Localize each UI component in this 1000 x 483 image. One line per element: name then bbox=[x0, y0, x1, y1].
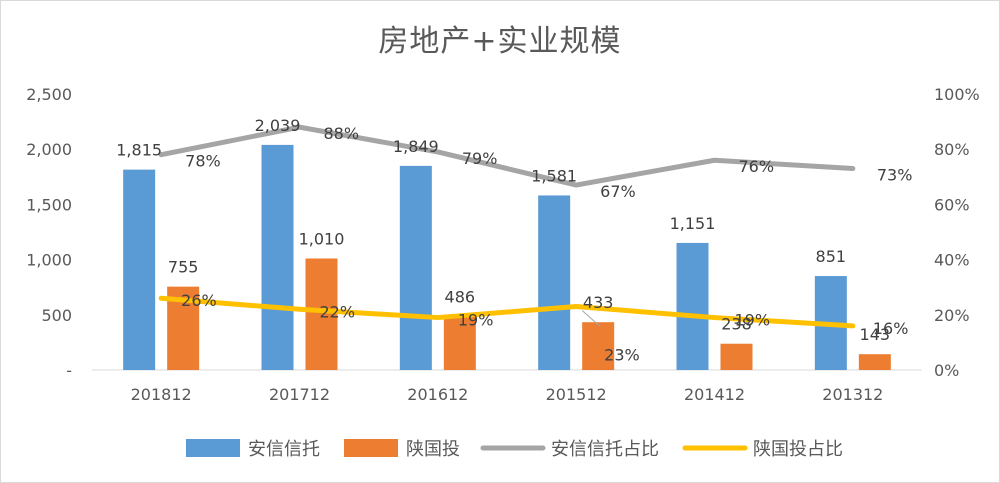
bar-label-shaanxi: 143 bbox=[860, 325, 891, 344]
bar-shaanxi bbox=[582, 322, 615, 370]
line-label-shaanxi-ratio: 23% bbox=[604, 346, 640, 365]
bar-anxin bbox=[538, 195, 571, 370]
legend-label: 陕国投 bbox=[406, 439, 460, 460]
y-left-tick-label: 1,500 bbox=[26, 195, 72, 214]
chart-title: 房地产+实业规模 bbox=[378, 24, 622, 59]
bar-label-anxin: 1,849 bbox=[393, 137, 439, 156]
line-label-shaanxi-ratio: 26% bbox=[181, 291, 217, 310]
line-label-shaanxi-ratio: 19% bbox=[735, 311, 771, 330]
x-tick-label: 201512 bbox=[546, 385, 607, 404]
bar-anxin bbox=[123, 169, 156, 370]
bar-anxin bbox=[676, 242, 709, 370]
bar-label-anxin: 1,581 bbox=[531, 166, 577, 185]
line-label-anxin-ratio: 88% bbox=[324, 124, 360, 143]
y-right-tick-label: 100% bbox=[934, 85, 980, 104]
bar-anxin bbox=[261, 144, 294, 370]
bar-anxin bbox=[399, 165, 432, 370]
bar-shaanxi bbox=[858, 354, 891, 370]
y-right-tick-label: 20% bbox=[934, 306, 970, 325]
line-label-shaanxi-ratio: 19% bbox=[458, 311, 494, 330]
line-label-anxin-ratio: 76% bbox=[739, 157, 775, 176]
x-tick-label: 201812 bbox=[131, 385, 192, 404]
x-tick-label: 201712 bbox=[269, 385, 330, 404]
bar-label-shaanxi: 433 bbox=[583, 293, 614, 312]
bar-label-shaanxi: 1,010 bbox=[299, 229, 345, 248]
y-left-tick-label: 2,000 bbox=[26, 140, 72, 159]
line-anxin-ratio bbox=[158, 124, 856, 188]
line-label-anxin-ratio: 67% bbox=[600, 182, 636, 201]
y-left-tick-label: 1,000 bbox=[26, 251, 72, 270]
x-tick-label: 201412 bbox=[684, 385, 745, 404]
y-right-tick-label: 80% bbox=[934, 140, 970, 159]
bar-label-anxin: 1,151 bbox=[670, 214, 716, 233]
legend-swatch bbox=[186, 439, 240, 457]
bar-shaanxi bbox=[443, 316, 476, 370]
legend-swatch bbox=[344, 439, 398, 457]
bar-label-shaanxi: 238 bbox=[721, 315, 752, 334]
line-label-anxin-ratio: 79% bbox=[462, 149, 498, 168]
legend-label: 安信信托 bbox=[248, 439, 320, 460]
leader-line bbox=[581, 310, 601, 327]
y-right-tick-label: 60% bbox=[934, 195, 970, 214]
y-left-tick-label: 2,500 bbox=[26, 85, 72, 104]
line-shaanxi-ratio bbox=[158, 295, 856, 329]
line-label-shaanxi-ratio: 22% bbox=[320, 302, 356, 321]
y-left-tick-label: - bbox=[66, 361, 72, 380]
line-label-anxin-ratio: 78% bbox=[185, 152, 221, 171]
y-left-tick-label: 500 bbox=[41, 306, 72, 325]
bar-label-shaanxi: 486 bbox=[445, 287, 476, 306]
line-label-anxin-ratio: 73% bbox=[877, 166, 913, 185]
legend-label: 安信信托占比 bbox=[551, 439, 659, 460]
y-right-tick-label: 40% bbox=[934, 251, 970, 270]
bar-label-anxin: 1,815 bbox=[116, 141, 162, 160]
x-tick-label: 201312 bbox=[822, 385, 883, 404]
bar-label-shaanxi: 755 bbox=[168, 258, 199, 277]
bar-shaanxi bbox=[305, 258, 338, 370]
legend-label: 陕国投占比 bbox=[753, 439, 843, 460]
bar-label-anxin: 851 bbox=[816, 247, 847, 266]
x-tick-label: 201612 bbox=[407, 385, 468, 404]
line-label-shaanxi-ratio: 16% bbox=[873, 319, 909, 338]
bar-label-anxin: 2,039 bbox=[255, 116, 301, 135]
y-right-tick-label: 0% bbox=[934, 361, 959, 380]
bar-shaanxi bbox=[720, 343, 753, 370]
